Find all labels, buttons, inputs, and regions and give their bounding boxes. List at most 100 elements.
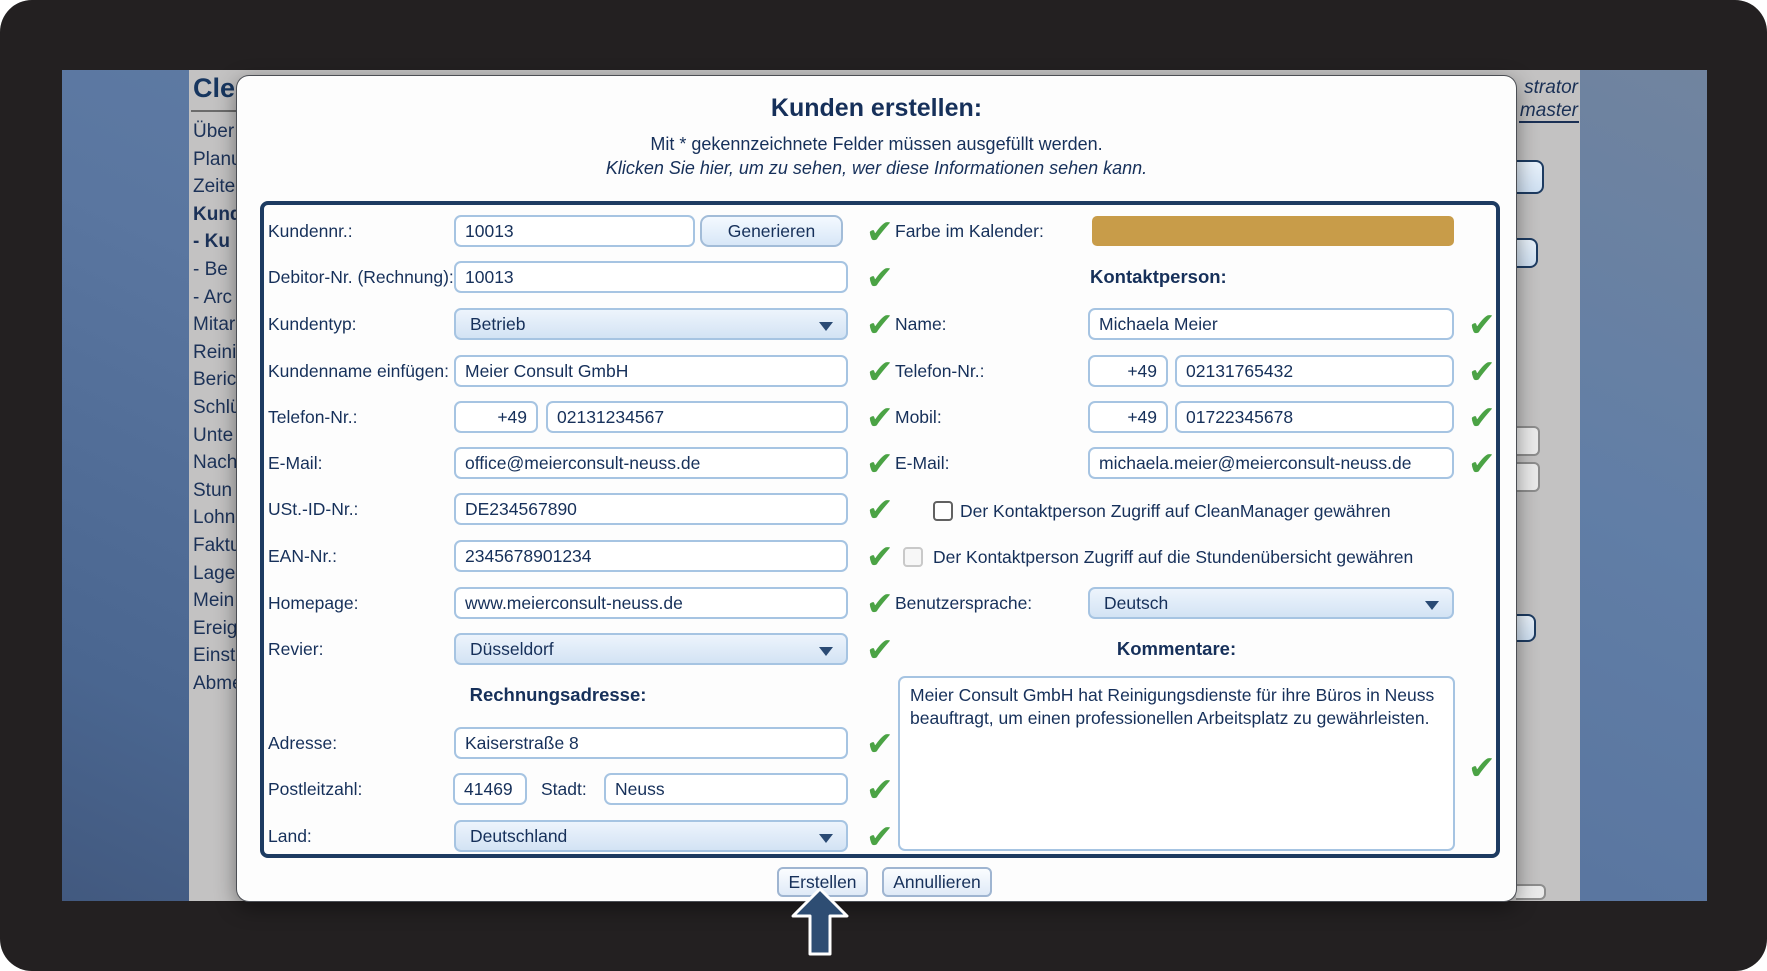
calendar-color-swatch[interactable] <box>1092 216 1454 246</box>
row-contact-mobil: Mobil: <box>237 401 1516 433</box>
sidebar-item[interactable]: Schlü <box>193 396 241 418</box>
access-cleanmanager-label: Der Kontaktperson Zugriff auf CleanManag… <box>960 501 1391 521</box>
email-input[interactable] <box>454 447 848 479</box>
sidebar-item[interactable]: - Be <box>193 258 228 280</box>
form-fieldset <box>260 201 1500 858</box>
sidebar-item[interactable]: Zeite <box>193 176 236 198</box>
contact-email-input[interactable] <box>1088 447 1454 479</box>
revier-label: Revier: <box>268 639 324 659</box>
ean-input[interactable] <box>454 540 848 572</box>
sidebar-item[interactable]: Einst <box>193 645 236 667</box>
row-plz-stadt: Postleitzahl: Stadt: <box>237 773 1516 805</box>
email-label: E-Mail: <box>268 453 323 473</box>
check-icon <box>866 264 898 292</box>
row-revier: Revier: Düsseldorf <box>237 633 1516 665</box>
ust-id-input[interactable] <box>454 493 848 525</box>
kundentyp-select[interactable]: Betrieb <box>454 308 848 340</box>
revier-select[interactable]: Düsseldorf <box>454 633 848 665</box>
contact-mobil-input[interactable] <box>1175 401 1454 433</box>
chevron-down-icon <box>819 322 833 331</box>
stadt-label: Stadt: <box>541 779 587 799</box>
land-selected: Deutschland <box>470 825 568 846</box>
kundennr-input[interactable] <box>454 215 695 247</box>
debitor-input[interactable] <box>454 261 848 293</box>
sidebar-item[interactable]: Mein <box>193 590 235 612</box>
kundenname-label: Kundenname einfügen: <box>268 361 449 381</box>
section-kommentare: Kommentare: <box>1116 638 1237 659</box>
row-contact-name: Name: <box>237 308 1516 340</box>
row-email: E-Mail: <box>237 447 1516 479</box>
check-icon <box>1468 358 1500 386</box>
telefon-input[interactable] <box>546 401 848 433</box>
sidebar-item[interactable]: Ereig <box>193 617 238 639</box>
pointer-arrow-icon <box>791 887 849 956</box>
kundennr-label: Kundennr.: <box>268 221 353 241</box>
section-kontaktperson: Kontaktperson: <box>1090 266 1227 287</box>
sidebar-item[interactable]: Lohn <box>193 507 236 529</box>
contact-telefon-prefix-input[interactable] <box>1088 355 1168 387</box>
modal-title: Kunden erstellen: <box>770 94 983 122</box>
contact-mobil-prefix-input[interactable] <box>1088 401 1168 433</box>
sidebar-item[interactable]: Unte <box>193 424 234 446</box>
sidebar-item[interactable]: Planu <box>193 148 242 170</box>
page-fragment <box>1516 160 1544 194</box>
contact-name-input[interactable] <box>1088 308 1454 340</box>
postleitzahl-label: Postleitzahl: <box>268 779 363 799</box>
postleitzahl-input[interactable] <box>453 773 527 805</box>
access-stunden-checkbox[interactable] <box>903 547 923 567</box>
ean-label: EAN-Nr.: <box>268 546 338 566</box>
user-info-line: master <box>1519 100 1578 121</box>
land-select[interactable]: Deutschland <box>454 820 848 852</box>
kundenname-input[interactable] <box>454 355 848 387</box>
check-icon <box>866 776 898 804</box>
sidebar-item[interactable]: Lage <box>193 562 236 584</box>
sidebar-item[interactable]: Stun <box>193 479 233 501</box>
sidebar-item[interactable]: - Arc <box>193 286 233 308</box>
row-ust-id: USt.-ID-Nr.: <box>237 493 1516 525</box>
sidebar-item[interactable]: Reini <box>193 341 237 363</box>
row-debitor: Debitor-Nr. (Rechnung): <box>237 261 1516 293</box>
stadt-input[interactable] <box>604 773 848 805</box>
sidebar-item[interactable]: Beric <box>193 369 237 391</box>
check-icon <box>866 730 898 758</box>
cancel-button[interactable]: Annullieren <box>882 867 992 897</box>
create-button[interactable]: Erstellen <box>777 867 868 897</box>
sidebar-item[interactable]: Kund <box>193 203 242 225</box>
homepage-input[interactable] <box>454 587 848 619</box>
row-benutzersprache: Benutzersprache: Deutsch <box>237 587 1516 619</box>
sidebar-item[interactable]: Faktu <box>193 534 241 556</box>
modal-required-hint: Mit * gekennzeichnete Felder müssen ausg… <box>650 134 1103 154</box>
kundentyp-label: Kundentyp: <box>268 314 357 334</box>
user-info-fragment: strator master <box>1520 76 1578 122</box>
modal-visibility-hint-link[interactable]: Klicken Sie hier, um zu sehen, wer diese… <box>605 158 1148 178</box>
row-farbe: Farbe im Kalender: <box>237 215 1516 247</box>
farbe-label: Farbe im Kalender: <box>895 221 1044 241</box>
generate-button[interactable]: Generieren <box>700 215 843 247</box>
check-icon <box>1468 404 1500 432</box>
sidebar-nav: Über Planu Zeite Kund - Ku - Be - Arc Mitar Rein… <box>193 118 253 697</box>
sidebar-item[interactable]: - Ku <box>193 231 230 253</box>
adresse-label: Adresse: <box>268 733 338 753</box>
sidebar-item[interactable]: Über <box>193 121 235 142</box>
chevron-down-icon <box>819 647 833 656</box>
sidebar-item[interactable]: Nach <box>193 452 238 474</box>
kommentare-textarea[interactable]: Meier Consult GmbH hat Reinigungsdienste… <box>898 676 1455 851</box>
row-ean: EAN-Nr.: <box>237 540 1516 572</box>
contact-telefon-input[interactable] <box>1175 355 1454 387</box>
benutzersprache-select[interactable]: Deutsch <box>1088 587 1454 619</box>
sidebar-item[interactable]: Abme <box>193 672 243 694</box>
telefon-prefix-input[interactable] <box>454 401 538 433</box>
adresse-input[interactable] <box>454 727 848 759</box>
access-stunden-label: Der Kontaktperson Zugriff auf die Stunde… <box>933 547 1414 567</box>
sidebar-item[interactable]: Mitar <box>193 314 236 336</box>
row-contact-telefon: Telefon-Nr.: <box>237 355 1516 387</box>
row-kundennr: Kundennr.: Generieren <box>237 215 1516 247</box>
divider <box>1519 121 1579 123</box>
access-cleanmanager-checkbox[interactable] <box>933 501 953 521</box>
row-adresse: Adresse: <box>237 727 1516 759</box>
ust-id-label: USt.-ID-Nr.: <box>268 499 359 519</box>
contact-name-label: Name: <box>895 314 947 334</box>
contact-telefon-label: Telefon-Nr.: <box>895 361 985 381</box>
contact-email-label: E-Mail: <box>895 453 950 473</box>
